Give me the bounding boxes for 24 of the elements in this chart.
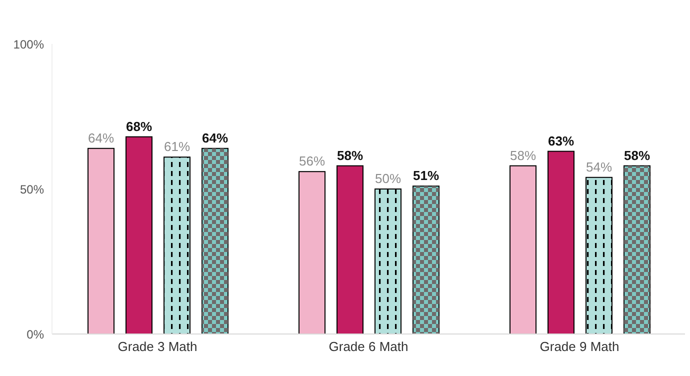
bar [298,171,326,334]
x-tick-label: Grade 3 Math [118,339,198,354]
bar [548,150,574,334]
y-tick-label: 100% [13,37,44,52]
data-label: 58% [336,148,364,163]
data-label: 54% [586,159,612,174]
data-label: 58% [510,148,536,163]
data-label: 64% [202,130,228,146]
data-label: 68% [126,118,152,134]
data-label: 58% [624,148,650,163]
y-tick-label: 50% [20,182,44,196]
x-tick-label: Grade 6 Math [328,339,408,354]
x-tick-label: Grade 9 Math [540,339,620,354]
data-label: 56% [298,154,326,169]
y-tick-label: 0% [26,327,44,342]
data-label: 50% [374,171,402,186]
bar [336,165,364,334]
data-label: 64% [88,130,114,146]
bar [510,165,536,334]
data-label: 63% [548,133,574,148]
bar [88,148,114,334]
data-label: 51% [412,168,440,184]
bar [126,136,152,334]
data-label: 61% [164,139,190,154]
